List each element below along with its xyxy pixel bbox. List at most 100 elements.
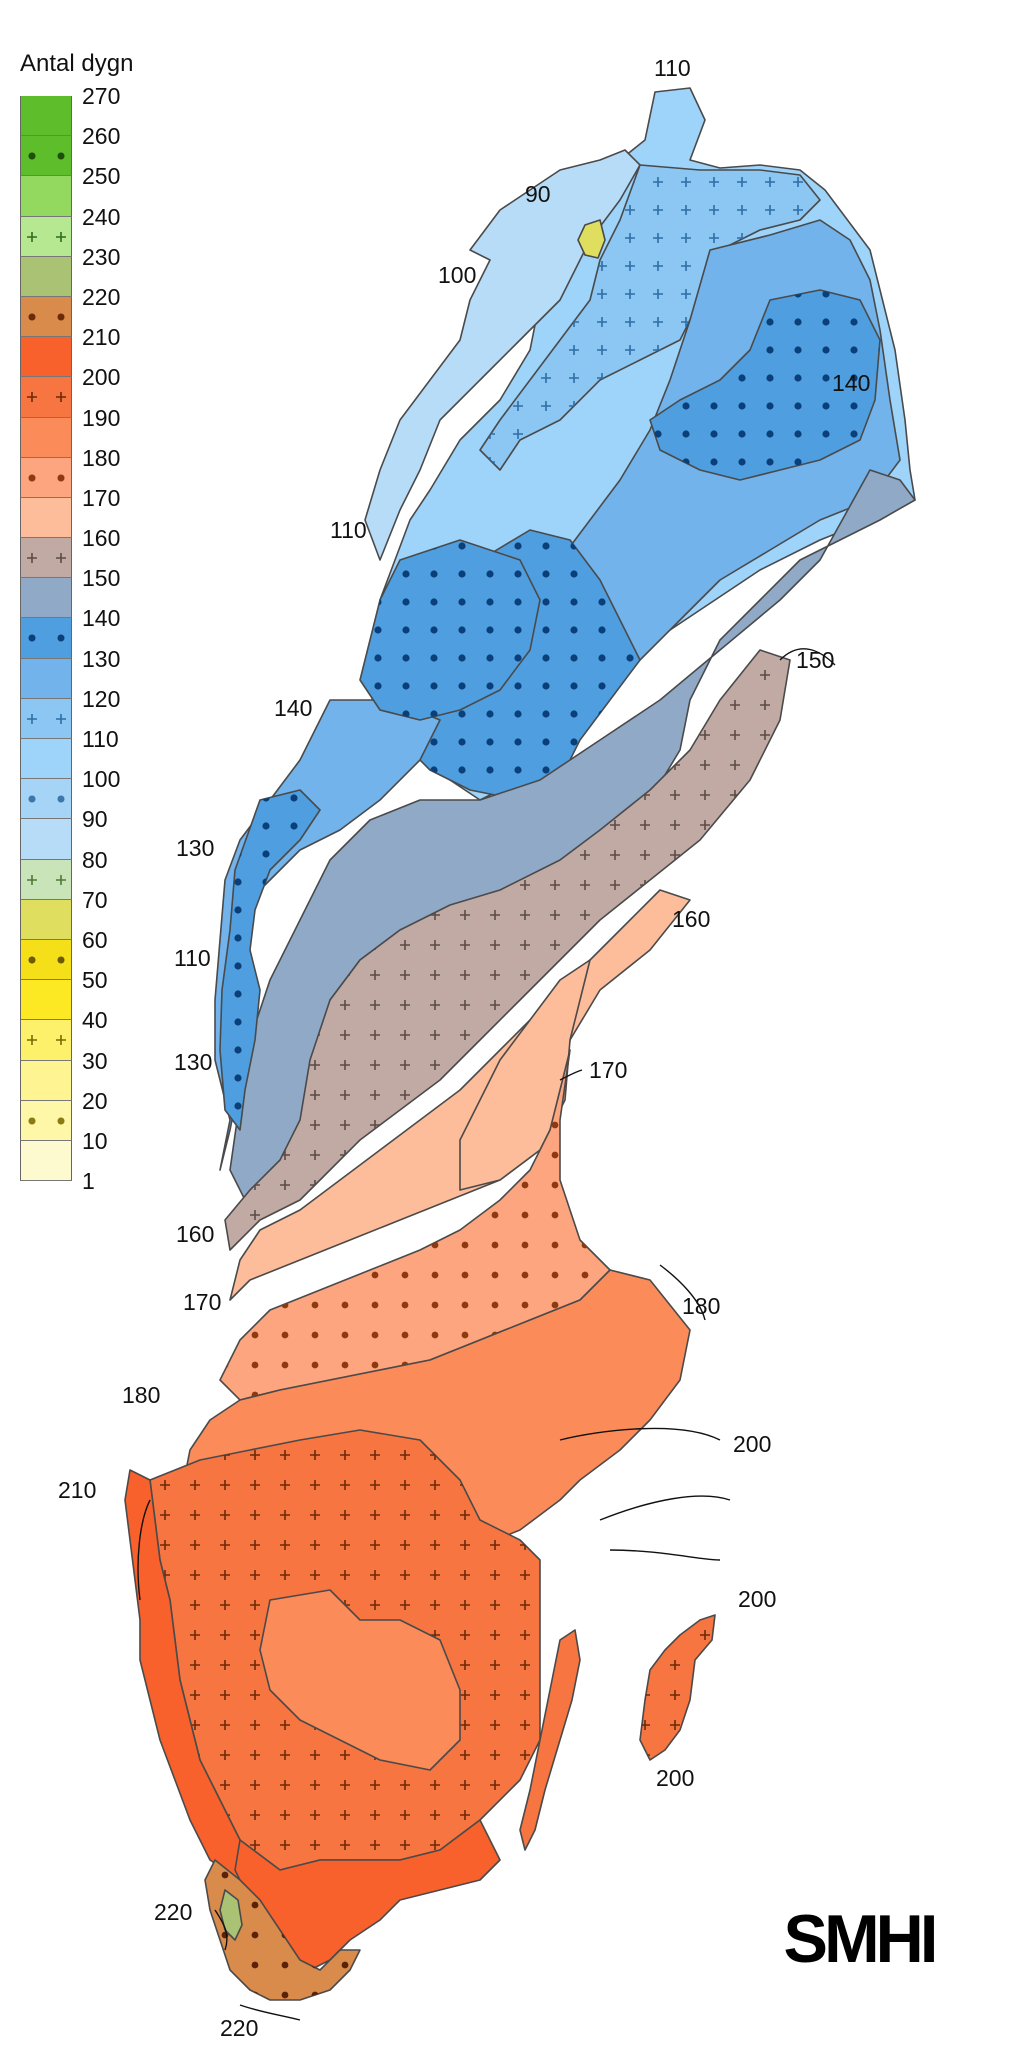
legend-tick-label: 70 xyxy=(82,886,108,913)
legend-tick-label: 90 xyxy=(82,806,108,833)
legend-row: 40 xyxy=(20,1007,160,1061)
region-180-dots xyxy=(220,1050,610,1400)
legend-swatch xyxy=(20,256,72,297)
legend-swatch xyxy=(20,859,72,900)
region-160-hatch xyxy=(225,650,790,1250)
legend-swatch xyxy=(20,658,72,699)
legend-row: 200 xyxy=(20,364,160,418)
legend-tick-label: 10 xyxy=(82,1127,108,1154)
legend-row: 80 xyxy=(20,847,160,900)
contour-label: 200 xyxy=(738,1586,776,1612)
island-gotland-hatch xyxy=(640,1615,715,1760)
legend-row: 20 xyxy=(20,1088,160,1141)
legend-row: 90 xyxy=(20,806,160,860)
legend-tick-label: 210 xyxy=(82,324,121,351)
legend-tick-label: 120 xyxy=(82,685,121,712)
legend-swatch xyxy=(20,939,72,981)
contour-label: 210 xyxy=(58,1477,96,1503)
legend-row: 250 xyxy=(20,163,160,217)
legend-tick-label: 1 xyxy=(82,1168,95,1195)
legend-tick-label: 110 xyxy=(82,726,119,752)
region-mid-140-dots xyxy=(360,540,540,720)
legend-swatch xyxy=(20,176,72,217)
legend-row: 120 xyxy=(20,686,160,739)
legend-swatch xyxy=(20,296,72,338)
legend-swatch xyxy=(20,457,72,498)
legend-tick-label: 40 xyxy=(82,1007,108,1034)
legend-swatch xyxy=(20,417,72,458)
contour-label: 160 xyxy=(672,906,710,932)
legend-row: 160 xyxy=(20,525,160,579)
legend-row: 180 xyxy=(20,445,160,498)
legend-swatch xyxy=(20,739,72,780)
legend-row: 140 xyxy=(20,605,160,659)
legend-tick-label: 260 xyxy=(82,123,121,150)
legend-tick-label: 230 xyxy=(82,243,121,270)
legend-row: 50 xyxy=(20,967,160,1021)
contour-label: 140 xyxy=(274,695,312,721)
legend-tick-label: 220 xyxy=(82,283,121,310)
legend-swatch xyxy=(20,216,72,257)
legend-tick-label: 160 xyxy=(82,525,121,552)
legend-title: Antal dygn xyxy=(20,50,134,77)
legend-tick-label: 30 xyxy=(82,1047,108,1074)
legend-tick-label: 250 xyxy=(82,163,121,190)
legend-row: 130 xyxy=(20,646,160,699)
legend-row: 150 xyxy=(20,565,160,619)
legend-swatch xyxy=(20,1140,72,1182)
legend-tick-label: 50 xyxy=(82,967,108,994)
contour-label: 100 xyxy=(438,262,476,288)
contour-label: 150 xyxy=(796,647,834,673)
region-west-140-dots xyxy=(220,790,320,1130)
region-north-plus-hatch xyxy=(480,165,820,470)
legend-swatch xyxy=(20,1020,72,1061)
legend-swatch xyxy=(20,578,72,619)
legend-tick-label: 150 xyxy=(82,565,121,592)
legend-swatch xyxy=(20,1060,72,1101)
legend-row: 270 xyxy=(20,83,160,137)
legend-tick-label: 100 xyxy=(82,766,121,793)
legend-row: 230 xyxy=(20,244,160,297)
legend-swatch xyxy=(20,337,72,378)
contour-label: 110 xyxy=(174,945,211,971)
legend-tick-label: 130 xyxy=(82,645,121,672)
legend-tick-label: 240 xyxy=(82,203,121,230)
contour-label: 200 xyxy=(656,1765,694,1791)
contour-label: 140 xyxy=(832,370,870,396)
legend-swatch xyxy=(20,819,72,860)
contour-label: 180 xyxy=(122,1382,160,1408)
legend-swatch xyxy=(20,1100,72,1141)
legend-row: 190 xyxy=(20,405,160,458)
legend-row: 70 xyxy=(20,887,160,940)
legend-row: 210 xyxy=(20,324,160,378)
island-oland xyxy=(519,1629,581,1851)
legend-tick-label: 20 xyxy=(82,1087,108,1114)
contour-label: 170 xyxy=(183,1289,221,1315)
legend-tick-label: 270 xyxy=(82,83,121,109)
contour-label: 130 xyxy=(174,1049,212,1075)
region-190-inner xyxy=(259,1589,461,1771)
legend-tick-label: 60 xyxy=(82,926,108,953)
contour-label: 110 xyxy=(654,55,691,81)
legend-swatch xyxy=(20,377,72,418)
legend-swatch xyxy=(20,779,72,820)
legend-row: 110 xyxy=(20,726,160,780)
contour-label: 90 xyxy=(525,181,551,207)
legend-row: 60 xyxy=(20,927,160,981)
contour-label: 160 xyxy=(176,1221,214,1247)
legend-swatch xyxy=(20,136,72,177)
contour-label: 220 xyxy=(154,1899,192,1925)
legend-row: 260 xyxy=(20,123,160,177)
legend-swatch xyxy=(20,538,72,579)
contour-labels: 110 90 100 140 110 140 150 130 160 110 1… xyxy=(58,55,870,2041)
legend-tick-label: 80 xyxy=(82,846,108,873)
legend-tick-label: 200 xyxy=(82,364,121,391)
legend-rows: 270 260 250 240 230 220 210 200 190 180 170 160 150 1… xyxy=(20,83,160,1221)
region-170-east xyxy=(459,959,591,1191)
region-north-60 xyxy=(577,219,606,259)
legend-swatch xyxy=(20,980,72,1021)
legend-swatch xyxy=(20,899,72,940)
legend-row: 100 xyxy=(20,766,160,820)
legend-tick-label: 170 xyxy=(82,484,121,511)
